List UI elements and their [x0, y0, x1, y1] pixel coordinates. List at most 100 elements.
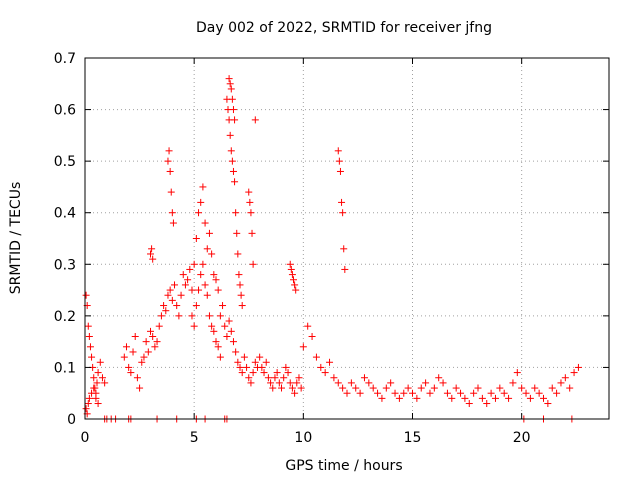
data-point [195, 286, 203, 294]
data-point [169, 219, 177, 227]
data-point [341, 265, 349, 273]
data-point [286, 379, 294, 387]
data-point [155, 322, 163, 330]
data-point [513, 369, 521, 377]
data-point [271, 374, 279, 382]
data-point [561, 374, 569, 382]
data-point [308, 332, 316, 340]
data-point [195, 209, 203, 217]
data-point [548, 384, 556, 392]
data-point [147, 327, 154, 335]
data-point [256, 353, 264, 361]
y-tick-label: 0.4 [54, 206, 76, 222]
data-point [387, 379, 395, 387]
data-point [149, 255, 157, 263]
data-point [382, 384, 390, 392]
data-point [487, 389, 495, 397]
x-tick-label: 15 [404, 430, 422, 446]
data-point [338, 198, 346, 206]
data-point [175, 312, 183, 320]
data-point [85, 394, 93, 402]
data-point [93, 379, 101, 387]
data-point [293, 379, 301, 387]
data-point [570, 369, 578, 377]
data-point [227, 147, 235, 155]
data-point [258, 363, 266, 371]
x-tick-label: 0 [81, 430, 90, 446]
data-point [147, 250, 154, 258]
data-point [292, 286, 300, 294]
data-point [439, 379, 447, 387]
data-point [312, 353, 320, 361]
data-point [249, 369, 257, 377]
data-point [166, 167, 174, 175]
data-point [179, 271, 187, 279]
data-point [531, 384, 539, 392]
data-point [417, 384, 425, 392]
data-point [245, 374, 253, 382]
data-point [153, 338, 161, 346]
data-point [94, 369, 102, 377]
data-point [225, 75, 233, 83]
data-point [214, 286, 222, 294]
data-point [201, 281, 209, 289]
data-point [491, 394, 499, 402]
data-point [168, 209, 176, 217]
data-point [136, 384, 144, 392]
data-point [461, 394, 469, 402]
data-point [443, 389, 451, 397]
data-point [334, 379, 342, 387]
data-point [280, 374, 288, 382]
points [82, 75, 582, 423]
data-point [149, 332, 157, 340]
data-point [162, 307, 170, 315]
data-point [238, 302, 246, 310]
data-point [448, 394, 456, 402]
data-point [232, 209, 240, 217]
data-point [142, 338, 150, 346]
data-point [299, 343, 307, 351]
data-point [140, 353, 148, 361]
data-point [526, 394, 534, 402]
data-point [369, 384, 377, 392]
data-point [199, 183, 207, 191]
data-point [216, 312, 224, 320]
chart-title: Day 002 of 2022, SRMTID for receiver jfn… [196, 20, 492, 36]
data-point [197, 271, 205, 279]
data-point [235, 271, 243, 279]
data-point [234, 358, 242, 366]
data-point [85, 332, 93, 340]
data-point [90, 374, 98, 382]
data-point [295, 374, 303, 382]
data-point [223, 332, 231, 340]
data-point [148, 245, 156, 253]
data-point [84, 400, 92, 408]
data-point [188, 286, 196, 294]
data-point [186, 265, 194, 273]
data-point [82, 291, 90, 299]
data-point [127, 369, 135, 377]
data-point [264, 374, 272, 382]
data-point [240, 353, 248, 361]
data-point [287, 265, 295, 273]
x-axis-ticks: 0 5 10 15 20 [81, 58, 531, 446]
data-point [249, 260, 257, 268]
data-point [522, 389, 530, 397]
data-point [347, 379, 355, 387]
data-point [413, 394, 421, 402]
data-point [181, 281, 189, 289]
y-tick-label: 0.3 [54, 257, 76, 273]
data-point [321, 369, 329, 377]
data-point [238, 369, 246, 377]
x-axis-label: GPS time / hours [285, 458, 402, 474]
data-point [82, 405, 90, 413]
data-point [184, 276, 192, 284]
data-point [334, 147, 342, 155]
data-point [90, 384, 98, 392]
data-point [404, 384, 412, 392]
data-point [326, 358, 334, 366]
data-point [208, 322, 216, 330]
data-point [212, 338, 220, 346]
data-point [291, 281, 299, 289]
data-point [251, 358, 259, 366]
